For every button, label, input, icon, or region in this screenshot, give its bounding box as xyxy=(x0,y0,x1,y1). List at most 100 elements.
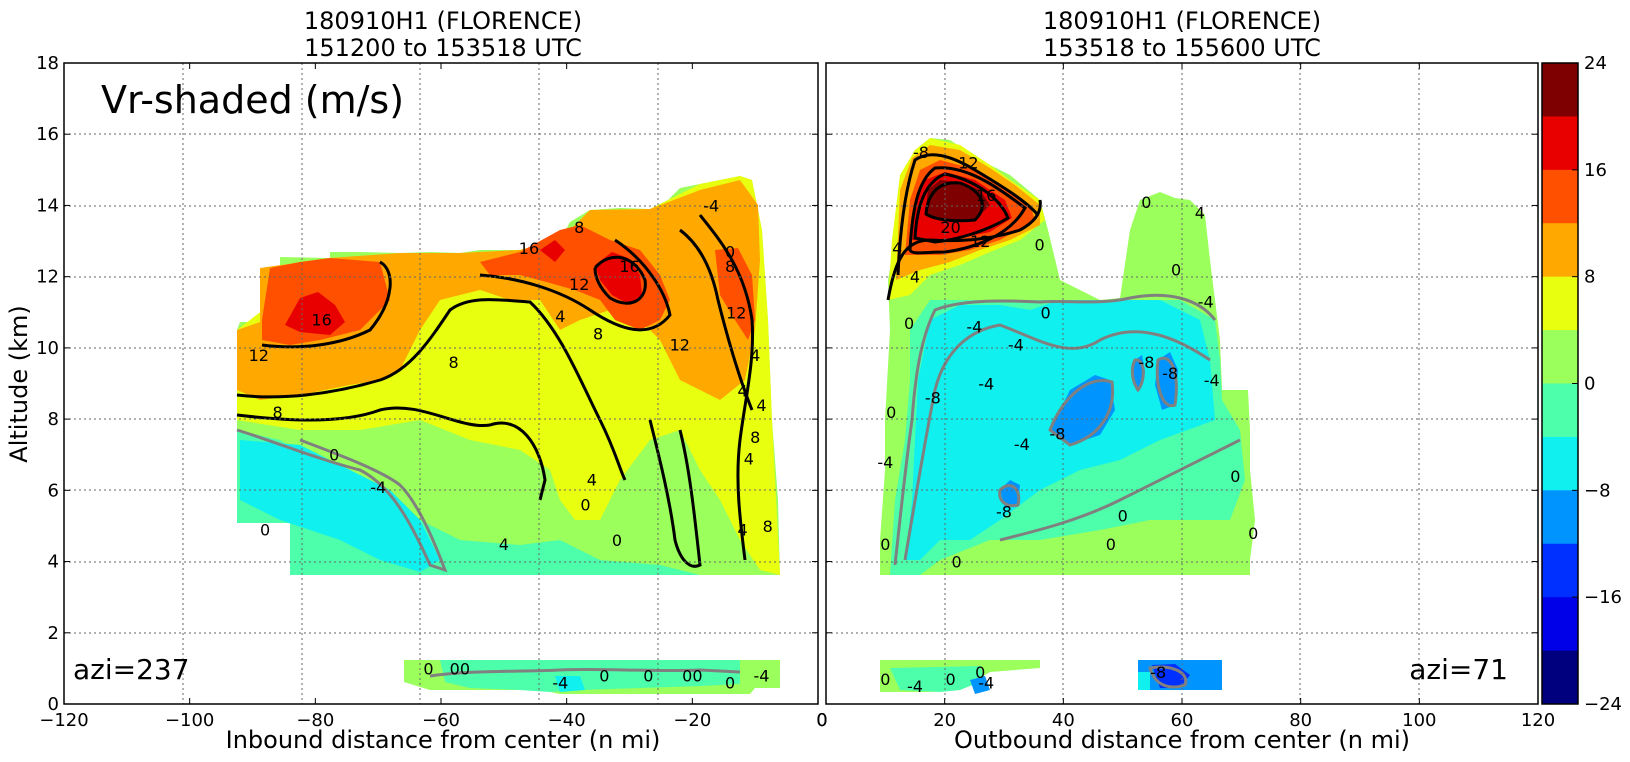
left-x-tick-labels: −120 −100 −80 −60 −40 −20 0 xyxy=(39,63,828,731)
left-contour-12b xyxy=(479,238,672,332)
contour-label: 4 xyxy=(499,535,509,554)
left-x-tick-label: −100 xyxy=(165,710,214,731)
contour-label: 0 xyxy=(599,667,609,686)
contour-label: 4 xyxy=(750,346,760,365)
contour-label: 4 xyxy=(738,521,748,540)
colorbar-swatch xyxy=(1542,276,1578,331)
left-field-red-3 xyxy=(540,240,565,262)
contour-label: 0 xyxy=(880,535,890,554)
contour-label: 4 xyxy=(555,307,565,326)
colorbar-swatch xyxy=(1542,597,1578,652)
contour-label: 8 xyxy=(448,353,458,372)
contour-label: -4 xyxy=(978,674,994,693)
left-panel: 180910H1 (FLORENCE) 151200 to 153518 UTC xyxy=(5,7,828,754)
right-contour-20 xyxy=(924,181,984,223)
contour-label: 8 xyxy=(763,517,773,536)
left-contour-12a xyxy=(261,260,392,349)
contour-label: 8 xyxy=(273,403,283,422)
left-y-tick-label: 0 xyxy=(48,694,59,715)
contour-label: 0 xyxy=(1106,535,1116,554)
contour-label: 0 xyxy=(1035,236,1045,255)
left-y-tick-label: 8 xyxy=(48,409,59,430)
left-plot-area xyxy=(236,176,780,694)
right-x-tick-label: 0 xyxy=(816,710,827,731)
left-strip-aqua xyxy=(555,676,585,692)
left-contour-4 xyxy=(236,406,547,501)
contour-label: 8 xyxy=(593,325,603,344)
colorbar-swatch xyxy=(1542,169,1578,224)
contour-label: 8 xyxy=(574,218,584,237)
contour-label: 0 xyxy=(612,531,622,550)
left-field-orange xyxy=(237,180,760,400)
colorbar-swatch xyxy=(1542,383,1578,438)
contour-label: 0 xyxy=(1040,303,1050,322)
contour-label: -4 xyxy=(1008,335,1024,354)
contour-label: -4 xyxy=(978,375,994,394)
contour-label: 12 xyxy=(726,303,746,322)
right-strip-blue-1 xyxy=(970,676,990,694)
contour-label: 4 xyxy=(587,471,597,490)
colorbar-tick-label: −16 xyxy=(1584,587,1622,608)
contour-label: 4 xyxy=(744,449,754,468)
left-lower-strip xyxy=(404,660,780,694)
right-x-tick-labels: 0 20 40 60 80 100 120 xyxy=(816,62,1555,731)
left-contour-0-gray xyxy=(236,428,448,573)
contour-label: -8 xyxy=(925,389,941,408)
right-upper-field xyxy=(880,138,1255,575)
contour-label: -4 xyxy=(370,478,386,497)
contour-label: 0 xyxy=(423,659,433,678)
right-plot-area xyxy=(880,138,1255,694)
colorbar-tick-label: 16 xyxy=(1584,160,1607,181)
left-x-tick-label: −80 xyxy=(296,710,334,731)
right-title-line2: 153518 to 155600 UTC xyxy=(1043,34,1321,62)
contour-label: 0 xyxy=(1248,524,1258,543)
right-gridlines xyxy=(826,63,1538,704)
contour-label: 0 xyxy=(643,667,653,686)
contour-label: -8 xyxy=(996,503,1012,522)
contour-label: 0 xyxy=(946,670,956,689)
contour-label: 16 xyxy=(311,310,331,329)
right-x-tick-label: 80 xyxy=(1289,710,1312,731)
contour-label: 12 xyxy=(249,346,269,365)
y-axis-label: Altitude (km) xyxy=(5,305,33,462)
contour-label: -4 xyxy=(1198,293,1214,312)
left-y-tick-label: 6 xyxy=(48,480,59,501)
colorbar-swatch xyxy=(1542,330,1578,384)
colorbar-tick-label: 0 xyxy=(1584,374,1595,395)
contour-label: 0 xyxy=(1141,193,1151,212)
left-contour-16 xyxy=(593,255,647,305)
contour-label: -8 xyxy=(913,143,929,162)
right-x-tick-label: 20 xyxy=(933,710,956,731)
contour-label: 4 xyxy=(738,382,748,401)
colorbar-tick-label: −24 xyxy=(1584,694,1622,715)
contour-label: -4 xyxy=(1204,371,1220,390)
left-y-tick-label: 14 xyxy=(36,195,59,216)
contour-label: 4 xyxy=(1195,204,1205,223)
right-contour-neg8-d xyxy=(998,484,1021,508)
colorbar: 24 16 8 0 −8 −16 −24 xyxy=(1541,53,1622,715)
left-title-line1: 180910H1 (FLORENCE) xyxy=(304,7,582,35)
left-y-tick-label: 10 xyxy=(36,338,59,359)
colorbar-swatch xyxy=(1542,223,1578,278)
left-y-tick-labels: 0 2 4 6 8 10 12 14 16 18 xyxy=(36,53,818,715)
right-contour-0-east xyxy=(999,438,1241,542)
contour-label: 0 xyxy=(260,521,270,540)
colorbar-tick-label: −8 xyxy=(1584,480,1611,501)
left-x-tick-label: −120 xyxy=(39,710,88,731)
contour-label: 0 xyxy=(580,496,590,515)
right-contour-neg8-b xyxy=(1155,356,1178,408)
contour-label: 4 xyxy=(910,268,920,287)
left-contour-north xyxy=(679,228,754,411)
left-y-tick-label: 4 xyxy=(48,552,59,573)
left-strip-cyan xyxy=(440,660,740,692)
contour-label: 0 xyxy=(1230,467,1240,486)
right-x-axis-label: Outbound distance from center (n mi) xyxy=(954,726,1410,754)
left-field-aqua-core xyxy=(240,440,440,572)
left-strip-contour xyxy=(429,667,741,678)
colorbar-swatch xyxy=(1542,543,1578,598)
left-azimuth-label: azi=237 xyxy=(73,653,190,686)
contour-label: 0 xyxy=(725,674,735,693)
